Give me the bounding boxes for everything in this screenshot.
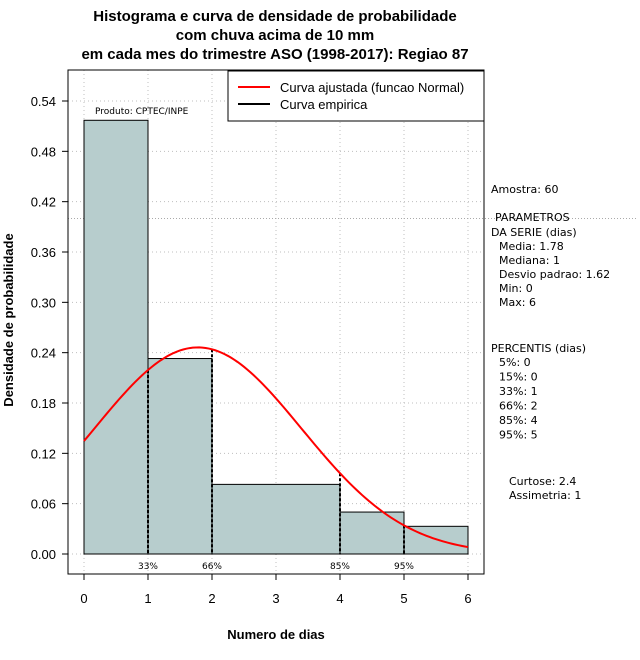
curve-layer: [83, 346, 469, 549]
param-item: Min: 0: [499, 282, 533, 295]
product-label: Produto: CPTEC/INPE: [95, 107, 189, 117]
x-tick-label: 0: [80, 591, 87, 606]
x-tick-label: 2: [208, 591, 215, 606]
percentile-marker-label: 33%: [138, 562, 158, 572]
legend-box: [227, 70, 485, 122]
x-tick-label: 6: [464, 591, 471, 606]
param-item: Mediana: 1: [499, 254, 560, 267]
y-tick-label: 0.12: [31, 446, 56, 461]
params-header-2: DA SERIE (dias): [491, 226, 577, 239]
x-axis-title: Numero de dias: [227, 627, 325, 642]
percentile-marker-label: 66%: [202, 562, 222, 572]
axis-layer: 0 1 2 3 4 5 6 0.00 0.06 0.12 0.18 0.24 0.30 0.36 0.42 0…: [31, 94, 472, 606]
percentil-item: 5%: 0: [499, 356, 531, 369]
param-item: Max: 6: [499, 296, 536, 309]
percentile-layer: 33% 66% 85% 95%: [138, 349, 414, 572]
y-tick-label: 0.24: [31, 346, 56, 361]
curtose: Curtose: 2.4: [509, 475, 576, 488]
sample-size: Amostra: 60: [491, 183, 558, 196]
percentile-marker-label: 85%: [330, 562, 350, 572]
percentis-header: PERCENTIS (dias): [491, 342, 586, 355]
histogram-bar: [339, 511, 405, 555]
chart-title-line-3: em cada mes do trimestre ASO (1998-2017)…: [81, 46, 468, 63]
x-tick-label: 4: [336, 591, 343, 606]
y-tick-label: 0.48: [31, 144, 56, 159]
param-item: Desvio padrao: 1.62: [499, 268, 610, 281]
legend: Curva ajustada (funcao Normal) Curva emp…: [227, 70, 485, 122]
y-tick-label: 0.18: [31, 396, 56, 411]
histogram-bar: [211, 483, 341, 555]
y-tick-label: 0.42: [31, 195, 56, 210]
y-tick-label: 0.54: [31, 94, 56, 109]
chart-title-line-2: com chuva acima de 10 mm: [176, 27, 374, 44]
y-axis-title: Densidade de probabilidade: [1, 233, 16, 406]
y-tick-label: 0.36: [31, 245, 56, 260]
x-tick-label: 5: [400, 591, 407, 606]
bars-layer: [83, 119, 469, 555]
params-header-1: PARAMETROS: [495, 211, 570, 224]
histogram-bar: [83, 119, 149, 555]
percentil-item: 85%: 4: [499, 414, 538, 427]
chart-title-line-1: Histograma e curva de densidade de proba…: [93, 8, 456, 25]
y-tick-label: 0.30: [31, 295, 56, 310]
legend-empirical-label: Curva empirica: [280, 97, 368, 112]
param-item: Media: 1.78: [499, 240, 564, 253]
percentil-item: 15%: 0: [499, 371, 538, 384]
stats-panel: Amostra: 60 PARAMETROS DA SERIE (dias) M…: [491, 183, 610, 502]
y-tick-label: 0.00: [31, 547, 56, 562]
percentil-item: 66%: 2: [499, 400, 538, 413]
fitted-normal-curve: [83, 346, 469, 549]
histogram-bar: [147, 358, 213, 555]
y-tick-label: 0.06: [31, 497, 56, 512]
percentil-item: 33%: 1: [499, 385, 538, 398]
percentile-marker-label: 95%: [394, 562, 414, 572]
assimetria: Assimetria: 1: [509, 489, 581, 502]
percentil-item: 95%: 5: [499, 429, 538, 442]
x-tick-label: 1: [144, 591, 151, 606]
plot-frame: [67, 69, 485, 575]
legend-fitted-label: Curva ajustada (funcao Normal): [280, 80, 464, 95]
x-tick-label: 3: [272, 591, 279, 606]
percentis-list: 5%: 0 15%: 033%: 1 66%: 285%: 4 95%: 5: [499, 356, 538, 442]
